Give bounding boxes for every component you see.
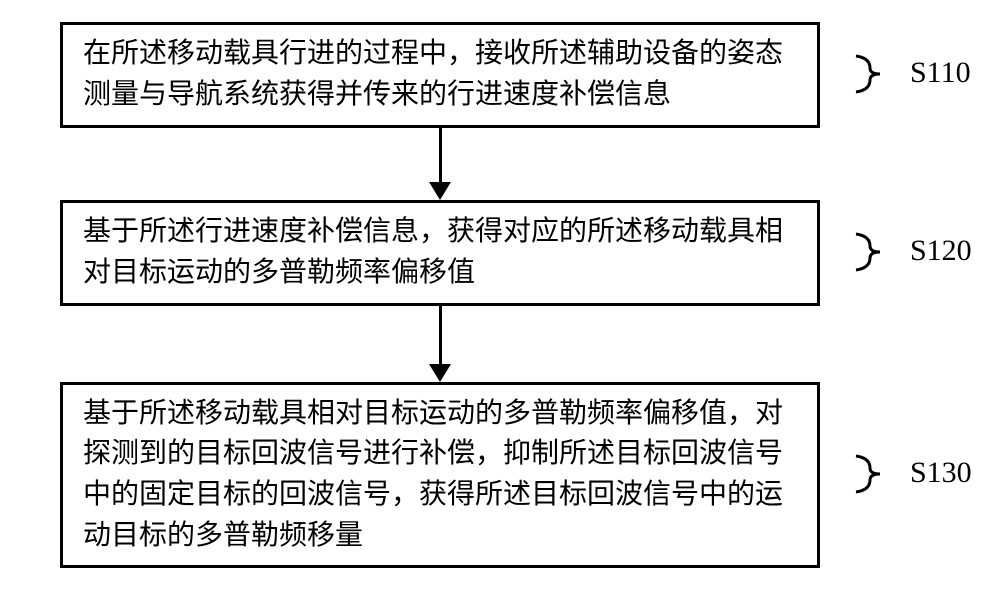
arrow-line [439, 128, 442, 182]
step-text-s120: 基于所述行进速度补偿信息，获得对应的所述移动载具相对目标运动的多普勒频率偏移值 [83, 212, 797, 293]
step-box-s120: 基于所述行进速度补偿信息，获得对应的所述移动载具相对目标运动的多普勒频率偏移值 [60, 200, 820, 306]
step-box-s110: 在所述移动载具行进的过程中，接收所述辅助设备的姿态测量与导航系统获得并传来的行进… [60, 22, 820, 128]
arrow-line [439, 306, 442, 364]
step-box-s130: 基于所述移动载具相对目标运动的多普勒频率偏移值，对探测到的目标回波信号进行补偿，… [60, 382, 820, 568]
brace-icon [852, 52, 896, 96]
step-text-s130: 基于所述移动载具相对目标运动的多普勒频率偏移值，对探测到的目标回波信号进行补偿，… [83, 394, 797, 556]
brace-icon [852, 452, 896, 496]
step-text-s110: 在所述移动载具行进的过程中，接收所述辅助设备的姿态测量与导航系统获得并传来的行进… [83, 34, 797, 115]
arrow-head-icon [429, 364, 451, 382]
arrow-head-icon [429, 182, 451, 200]
step-label-s130: S130 [910, 456, 972, 490]
step-label-s120: S120 [910, 234, 972, 268]
step-label-s110: S110 [910, 56, 971, 90]
brace-icon [852, 230, 896, 274]
